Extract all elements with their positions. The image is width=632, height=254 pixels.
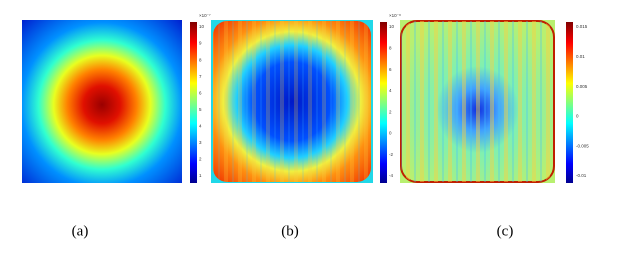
colorbar-tick-label: 5 bbox=[199, 107, 202, 112]
colorbar-exponent: ×10⁻⁸ bbox=[389, 13, 401, 18]
colorbar bbox=[190, 22, 197, 183]
caption: (c) bbox=[497, 223, 514, 239]
colorbar-tick-label: 1 bbox=[199, 173, 202, 178]
colorbar-tick-label: -0.005 bbox=[576, 143, 589, 148]
colorbar bbox=[566, 22, 573, 183]
colorbar-tick-label: 10 bbox=[389, 24, 395, 29]
colorbar-tick-label: 4 bbox=[199, 124, 202, 129]
colorbar-tick-label: 9 bbox=[199, 41, 202, 46]
colorbar-exponent: ×10⁻⁷ bbox=[199, 13, 211, 18]
colorbar-tick-label: -4 bbox=[389, 173, 393, 178]
colorbar-tick-label: 8 bbox=[389, 45, 392, 50]
colorbar-tick-label: 0.005 bbox=[576, 84, 588, 89]
colorbar-tick-label: 6 bbox=[389, 67, 392, 72]
caption: (b) bbox=[281, 223, 299, 239]
colorbar-tick-label: 8 bbox=[199, 57, 202, 62]
colorbar-tick-label: 4 bbox=[389, 88, 392, 93]
colorbar-tick-label: 0 bbox=[576, 114, 579, 119]
colorbar-tick-label: -2 bbox=[389, 152, 393, 157]
colorbar-tick-label: 6 bbox=[199, 90, 202, 95]
heatmap-texture bbox=[213, 21, 371, 182]
colorbar-tick-label: -0.01 bbox=[576, 173, 587, 178]
colorbar bbox=[380, 22, 387, 183]
colorbar-tick-label: 0.01 bbox=[576, 54, 585, 59]
heatmap bbox=[22, 20, 182, 183]
colorbar-tick-label: 2 bbox=[389, 109, 392, 114]
colorbar-tick-label: 7 bbox=[199, 74, 202, 79]
colorbar-tick-label: 10 bbox=[199, 24, 205, 29]
caption: (a) bbox=[72, 223, 89, 239]
colorbar-tick-label: 0 bbox=[389, 131, 392, 136]
heatmap-texture bbox=[401, 21, 554, 182]
colorbar-tick-label: 0.015 bbox=[576, 24, 588, 29]
colorbar-tick-label: 2 bbox=[199, 157, 202, 162]
colorbar-tick-label: 3 bbox=[199, 140, 202, 145]
